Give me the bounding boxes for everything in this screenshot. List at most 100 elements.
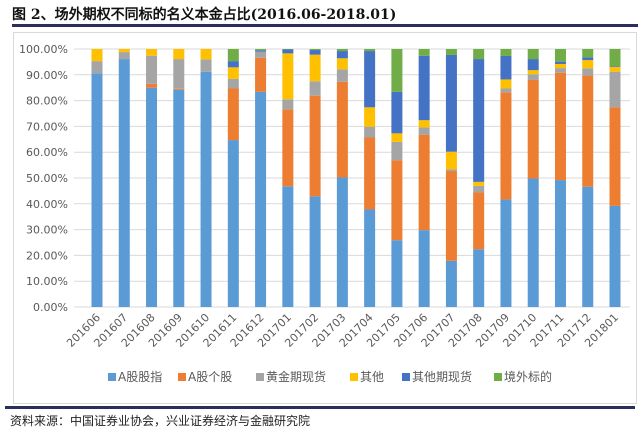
y-tick-label: 80.00% xyxy=(26,95,68,108)
bar-segment-201711-s1 xyxy=(554,72,566,181)
bar-segment-201608-s2 xyxy=(146,55,158,84)
bar-segment-201704-s4 xyxy=(364,51,376,108)
legend-swatch-1 xyxy=(178,373,186,381)
bar-segment-201706-s4 xyxy=(418,55,430,121)
legend-swatch-3 xyxy=(350,373,358,381)
chart-frame xyxy=(13,32,637,404)
bar-segment-201710-s0 xyxy=(527,178,539,307)
bar-segment-201704-s5 xyxy=(364,49,376,52)
bar-segment-201710-s4 xyxy=(527,59,539,71)
bar-segment-201608-s3 xyxy=(146,49,158,56)
bar-segment-201709-s1 xyxy=(500,92,512,200)
bar-segment-201703-s2 xyxy=(336,69,348,82)
y-tick-label: 100.00% xyxy=(19,43,68,56)
bar-segment-201611-s4 xyxy=(227,61,239,68)
bar-segment-201710-s5 xyxy=(527,49,539,60)
bar-segment-201708-s0 xyxy=(473,249,485,307)
bar-segment-201704-s2 xyxy=(364,126,376,138)
bar-segment-201706-s1 xyxy=(418,134,430,231)
bar-segment-201707-s3 xyxy=(445,151,457,170)
bar-segment-201703-s3 xyxy=(336,58,348,70)
bar-segment-201607-s2 xyxy=(118,52,130,60)
bar-segment-201707-s4 xyxy=(445,54,457,152)
legend-label: A股股指 xyxy=(118,369,162,384)
bar-segment-201707-s2 xyxy=(445,169,457,172)
legend-label: 黄金期现货 xyxy=(266,369,326,384)
bar-segment-201606-s0 xyxy=(91,73,103,307)
bar-segment-201607-s3 xyxy=(118,49,130,53)
bar-segment-201705-s5 xyxy=(391,49,403,92)
bar-segment-201709-s2 xyxy=(500,88,512,93)
bar-segment-201611-s3 xyxy=(227,67,239,79)
bar-segment-201706-s0 xyxy=(418,230,430,307)
bar-segment-201703-s0 xyxy=(336,177,348,307)
bar-segment-201708-s1 xyxy=(473,192,485,250)
legend-label: 其他期现货 xyxy=(412,369,472,384)
y-tick-label: 30.00% xyxy=(26,224,68,237)
y-tick-label: 90.00% xyxy=(26,69,68,82)
bar-segment-201801-s3 xyxy=(609,66,621,72)
bar-segment-201709-s5 xyxy=(500,49,512,56)
bar-segment-201712-s5 xyxy=(582,49,594,58)
bar-segment-201708-s5 xyxy=(473,49,485,60)
bar-segment-201710-s1 xyxy=(527,79,539,179)
bar-segment-201612-s5 xyxy=(255,49,267,51)
bar-segment-201609-s2 xyxy=(173,59,185,89)
bar-segment-201701-s0 xyxy=(282,186,294,307)
bar-segment-201610-s2 xyxy=(200,59,212,72)
bar-segment-201702-s4 xyxy=(309,50,321,55)
bar-segment-201701-s4 xyxy=(282,49,294,54)
bar-segment-201801-s0 xyxy=(609,205,621,307)
bar-segment-201704-s3 xyxy=(364,107,376,127)
bar-segment-201607-s0 xyxy=(118,59,130,308)
bar-segment-201705-s2 xyxy=(391,141,403,161)
bar-segment-201701-s5 xyxy=(282,49,294,50)
y-tick-label: 60.00% xyxy=(26,146,68,159)
legend-swatch-5 xyxy=(494,373,502,381)
bar-segment-201608-s0 xyxy=(146,87,158,307)
bar-segment-201612-s4 xyxy=(255,50,267,52)
bar-segment-201801-s2 xyxy=(609,71,621,108)
legend-label: 境外标的 xyxy=(504,369,552,384)
bar-segment-201703-s5 xyxy=(336,49,348,52)
bar-segment-201706-s2 xyxy=(418,127,430,135)
bar-segment-201712-s2 xyxy=(582,68,594,76)
bar-segment-201705-s3 xyxy=(391,133,403,142)
bar-segment-201801-s5 xyxy=(609,49,621,67)
bar-segment-201609-s0 xyxy=(173,89,185,307)
bar-segment-201708-s2 xyxy=(473,185,485,193)
bar-segment-201702-s3 xyxy=(309,54,321,82)
bar-segment-201611-s5 xyxy=(227,49,239,62)
bar-segment-201707-s5 xyxy=(445,49,457,55)
bar-segment-201702-s1 xyxy=(309,95,321,197)
bar-segment-201711-s0 xyxy=(554,180,566,307)
chart-title: 图 2、场外期权不同标的名义本金占比(2016.06-2018.01) xyxy=(12,7,397,23)
legend-swatch-0 xyxy=(108,373,116,381)
bar-segment-201712-s3 xyxy=(582,60,594,69)
bar-segment-201606-s2 xyxy=(91,61,103,74)
bar-segment-201611-s1 xyxy=(227,88,239,141)
bar-segment-201703-s1 xyxy=(336,81,348,178)
bar-segment-201711-s4 xyxy=(554,61,566,64)
bar-segment-201611-s2 xyxy=(227,78,239,89)
source-note: 资料来源：中国证券业协会，兴业证券经济与金融研究院 xyxy=(10,414,311,428)
bar-segment-201609-s3 xyxy=(173,49,185,60)
legend-swatch-2 xyxy=(256,373,264,381)
bar-segment-201704-s0 xyxy=(364,209,376,307)
bar-segment-201611-s0 xyxy=(227,140,239,307)
bar-segment-201710-s2 xyxy=(527,74,539,80)
bar-segment-201711-s2 xyxy=(554,68,566,73)
bar-segment-201711-s5 xyxy=(554,49,566,62)
bar-segment-201710-s3 xyxy=(527,70,539,75)
bar-segment-201707-s1 xyxy=(445,171,457,261)
y-tick-label: 50.00% xyxy=(26,172,68,185)
y-tick-label: 70.00% xyxy=(26,120,68,133)
bar-segment-201608-s1 xyxy=(146,83,158,88)
bar-segment-201709-s4 xyxy=(500,55,512,80)
bar-segment-201702-s2 xyxy=(309,81,321,96)
bar-segment-201705-s0 xyxy=(391,240,403,307)
legend-label: A股个股 xyxy=(188,370,232,384)
bar-segment-201610-s3 xyxy=(200,49,212,60)
bar-segment-201706-s3 xyxy=(418,120,430,128)
